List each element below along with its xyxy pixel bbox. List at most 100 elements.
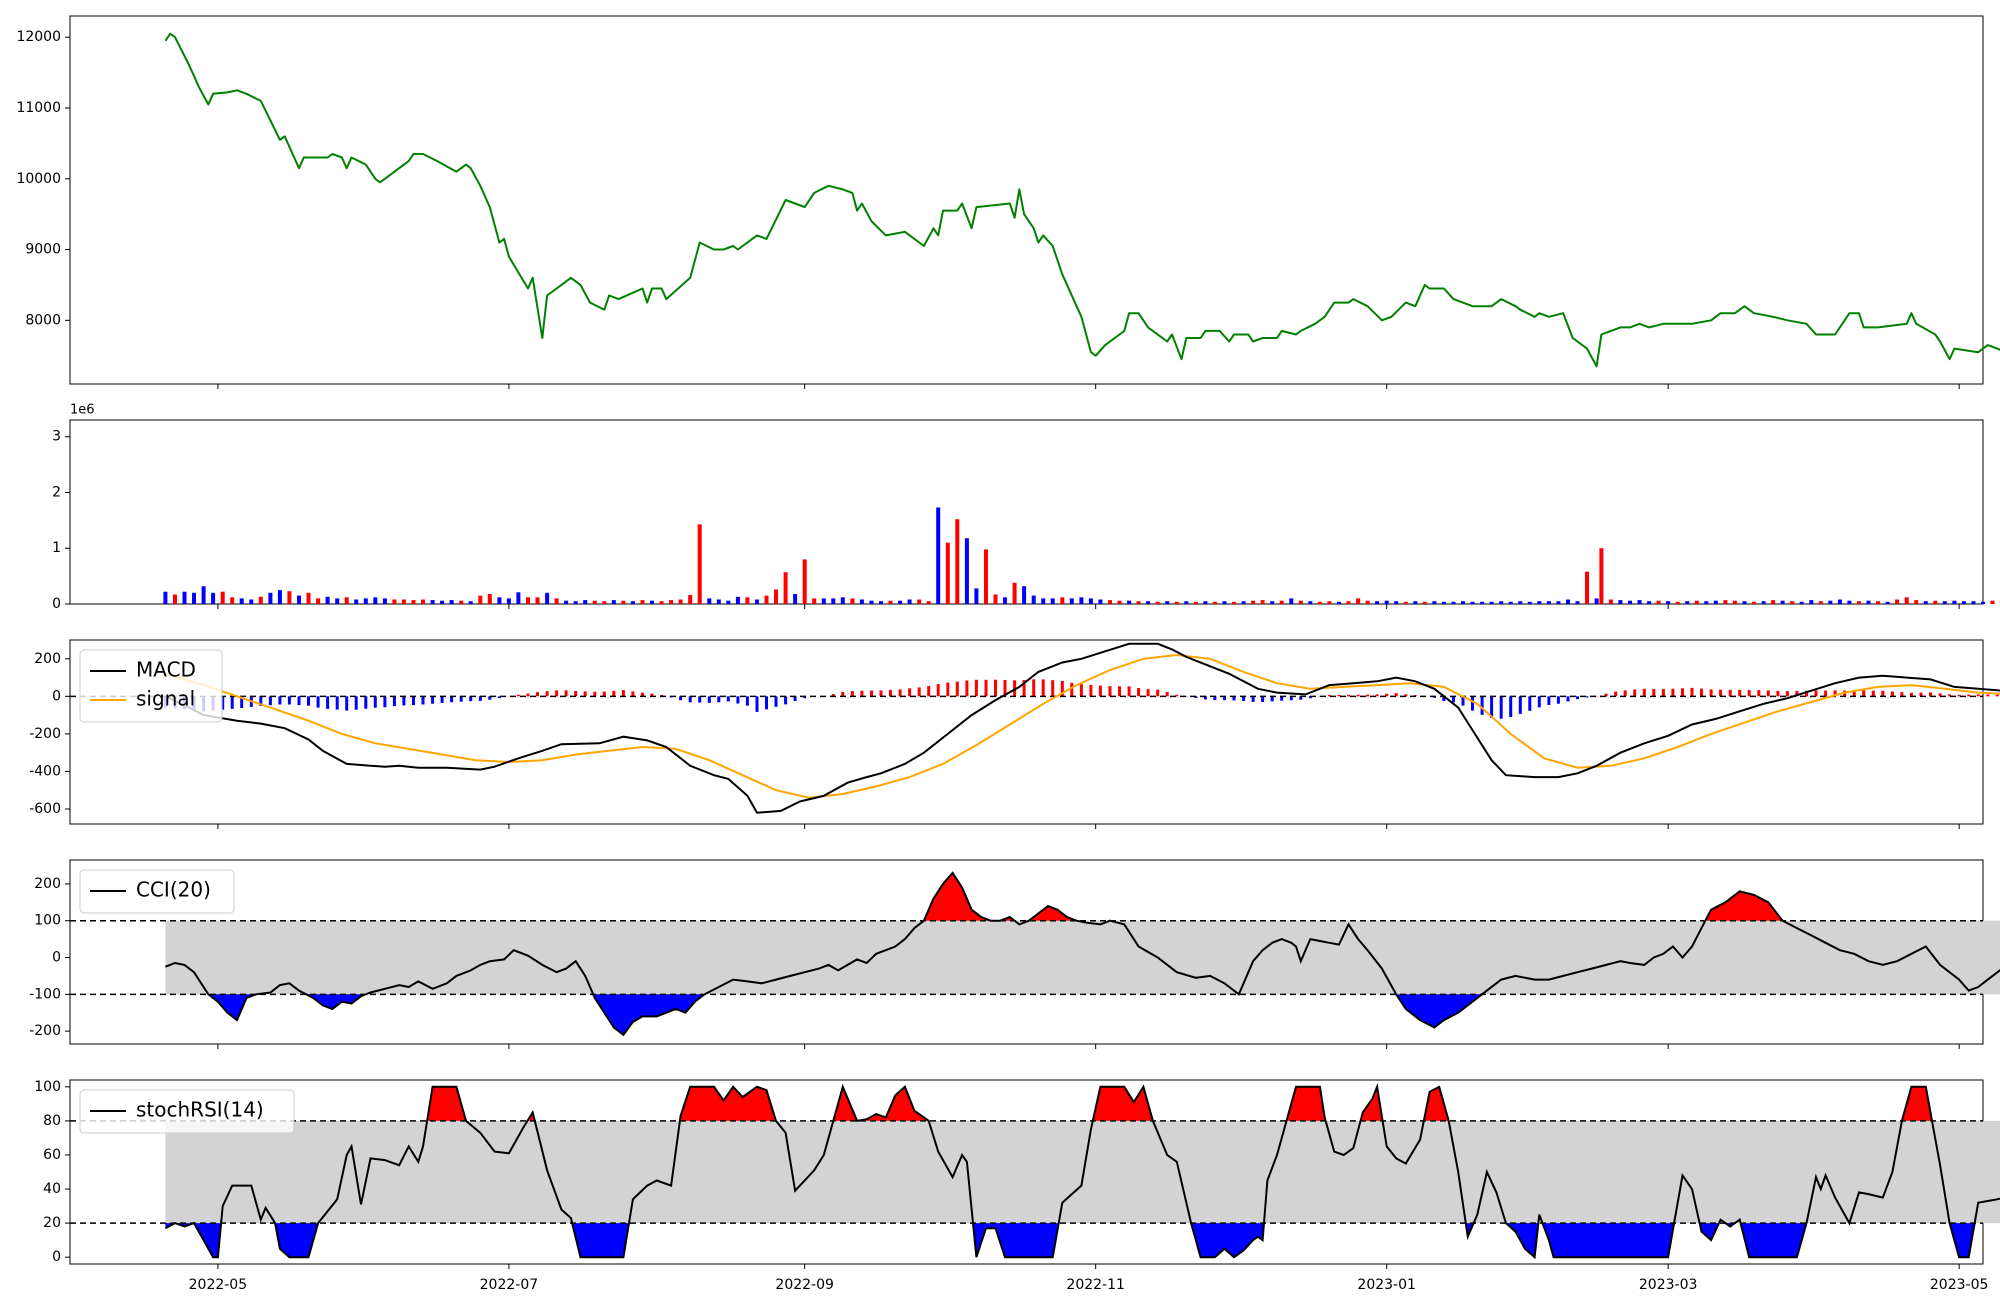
macd-histogram-bar (440, 696, 444, 703)
volume-bar (659, 601, 664, 604)
macd-histogram-bar (717, 696, 721, 703)
volume-bar (316, 598, 321, 604)
macd-histogram-bar (1261, 696, 1265, 702)
macd-histogram-bar (946, 682, 950, 697)
volume-bar (888, 600, 893, 604)
volume-bar (1165, 601, 1170, 604)
macd-histogram-bar (1776, 690, 1780, 697)
volume-bar (1771, 600, 1776, 604)
volume-bar (1088, 598, 1093, 604)
macd-histogram-bar (1995, 694, 1999, 697)
macd-histogram-bar (1757, 690, 1761, 697)
macd-histogram-bar (1022, 680, 1026, 697)
macd-histogram-bar (1766, 690, 1770, 697)
volume-bar (1618, 600, 1623, 604)
macd-histogram-bar (1098, 685, 1102, 697)
macd-histogram-bar (1347, 694, 1350, 697)
volume-bar (869, 600, 874, 604)
macd-histogram-bar (1490, 696, 1494, 718)
macd-histogram-bar (1051, 680, 1055, 697)
stochrsi-ytick-label: 40 (43, 1181, 61, 1197)
volume-bar (1527, 601, 1532, 604)
volume-bar (1289, 598, 1294, 604)
macd-histogram-bar (1890, 691, 1894, 697)
macd-histogram-bar (1118, 686, 1121, 697)
macd-histogram-bar (1299, 696, 1303, 700)
volume-bar (306, 592, 311, 604)
macd-histogram-bar (1375, 694, 1379, 697)
macd-histogram-bar (1032, 679, 1036, 697)
volume-bar (1990, 600, 1995, 604)
macd-histogram-bar (1537, 696, 1541, 708)
macd-histogram-bar (1957, 694, 1961, 697)
macd-panel-frame (69, 639, 1984, 825)
volume-bar (1079, 597, 1084, 604)
volume-bar (1279, 600, 1284, 604)
macd-histogram-bar (1194, 696, 1198, 698)
macd-histogram-bar (488, 696, 492, 700)
volume-bar (955, 519, 960, 604)
macd-histogram-bar (870, 690, 873, 697)
volume-bar (545, 592, 550, 604)
macd-histogram-bar (1461, 696, 1465, 706)
macd-histogram-bar (1127, 686, 1131, 697)
volume-bar (1809, 600, 1814, 604)
volume-bar (793, 594, 798, 604)
volume-bar (879, 601, 883, 604)
cci-overbought-fill (923, 872, 1783, 921)
volume-bar (373, 597, 378, 604)
stochrsi-ytick-label: 20 (43, 1215, 61, 1231)
macd-histogram-bar (1289, 696, 1293, 701)
macd-histogram-bar (1547, 696, 1551, 705)
volume-bar (831, 598, 836, 604)
volume-bar (984, 549, 988, 604)
macd-histogram-bar (803, 696, 807, 699)
volume-bar (850, 598, 855, 604)
macd-histogram-bar (555, 690, 559, 697)
volume-bar (1003, 597, 1007, 604)
macd-histogram-bar (1700, 688, 1703, 697)
macd-histogram-bar (774, 696, 778, 707)
volume-bar (964, 538, 969, 604)
volume-bar (411, 600, 416, 604)
macd-histogram-bar (593, 691, 597, 697)
macd-histogram-bar (984, 679, 988, 697)
volume-bar (1251, 600, 1256, 604)
macd-histogram-bar (1089, 684, 1093, 697)
macd-histogram-bar (1327, 695, 1331, 697)
volume-bar (1432, 601, 1437, 604)
macd-histogram-bar (736, 696, 740, 704)
macd-histogram-bar (583, 691, 587, 697)
cci-ytick-label: 0 (52, 950, 61, 966)
volume-bar (1461, 601, 1465, 604)
volume-bar (335, 598, 340, 604)
volume-bar (669, 600, 674, 604)
volume-bar (1857, 601, 1861, 604)
volume-bar (478, 595, 483, 604)
macd-histogram-bar (564, 690, 568, 697)
volume-bar (382, 598, 387, 604)
volume-ytick-label: 3 (52, 429, 61, 445)
volume-bar (1895, 599, 1900, 604)
macd-histogram-bar (784, 696, 788, 705)
volume-bar (1594, 598, 1599, 604)
volume-bar (516, 592, 521, 604)
macd-histogram-bar (1165, 692, 1169, 697)
macd-histogram-bar (1060, 681, 1064, 697)
volume-bar (993, 594, 998, 604)
stochrsi-legend-box (79, 1089, 295, 1134)
macd-histogram-bar (1576, 696, 1579, 700)
volume-bar (1031, 595, 1036, 604)
volume-bar (1365, 600, 1370, 604)
macd-histogram-bar (1938, 693, 1942, 697)
volume-bar (1260, 600, 1265, 604)
volume-bar (678, 599, 683, 604)
volume-bar (421, 599, 425, 604)
macd-histogram-bar (1404, 694, 1408, 697)
macd-histogram-bar (574, 691, 578, 697)
macd-histogram-bar (1213, 696, 1217, 701)
volume-bar (1799, 601, 1804, 604)
volume-bar (1847, 600, 1852, 604)
macd-histogram-bar (1919, 692, 1923, 697)
volume-bar (821, 598, 826, 604)
